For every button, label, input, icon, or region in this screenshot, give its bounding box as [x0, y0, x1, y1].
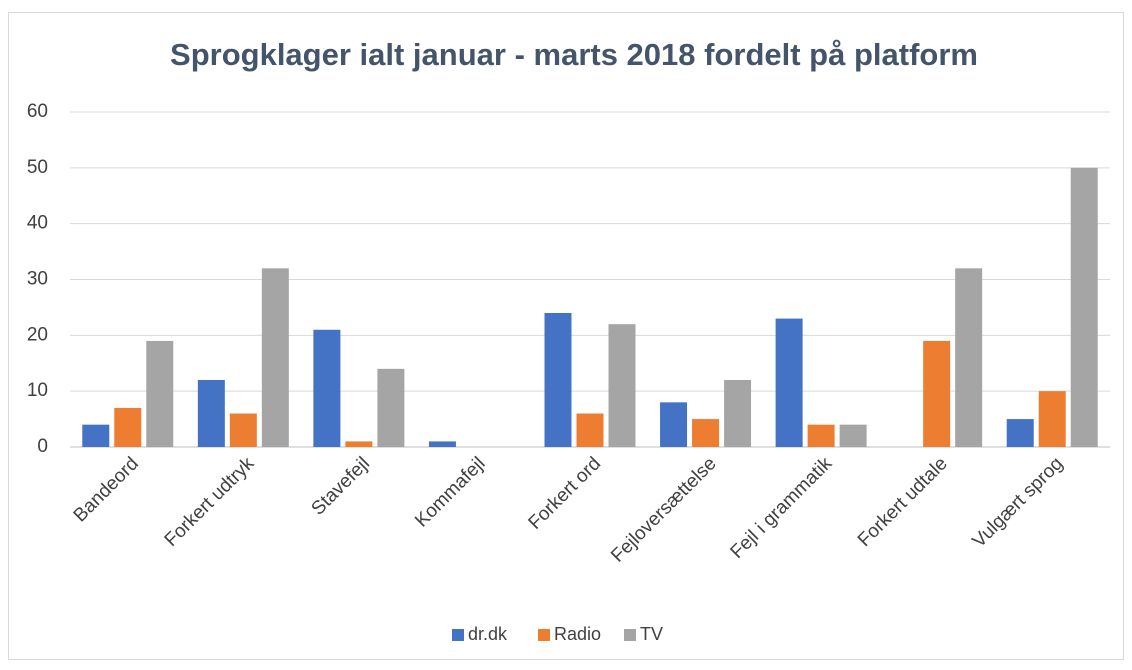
- legend-swatch: [452, 629, 464, 641]
- bar: [1006, 419, 1034, 447]
- bar: [608, 324, 636, 447]
- y-tick-label: 0: [37, 436, 48, 457]
- bar: [576, 413, 604, 447]
- legend-label: dr.dk: [468, 624, 508, 644]
- bar: [313, 329, 341, 447]
- bar: [261, 268, 289, 447]
- chart-title: Sprogklager ialt januar - marts 2018 for…: [170, 37, 978, 72]
- bar: [775, 318, 803, 447]
- bar: [146, 340, 174, 447]
- bar: [345, 441, 373, 447]
- bar: [1038, 391, 1066, 447]
- legend-label: TV: [640, 624, 663, 644]
- bar: [724, 380, 752, 447]
- bar: [229, 413, 257, 447]
- bar: [1070, 167, 1098, 448]
- bar: [807, 424, 835, 447]
- bar: [114, 407, 142, 447]
- legend-label: Radio: [554, 624, 601, 644]
- bar: [955, 268, 983, 447]
- bar: [839, 424, 867, 447]
- bar: [197, 380, 225, 447]
- y-tick-label: 10: [27, 380, 48, 401]
- legend-swatch: [538, 629, 550, 641]
- y-tick-label: 50: [27, 157, 48, 178]
- y-tick-label: 60: [27, 101, 48, 122]
- bar: [660, 402, 688, 447]
- bar: [82, 424, 110, 447]
- bar: [377, 368, 405, 447]
- y-tick-label: 40: [27, 213, 48, 234]
- y-tick-label: 20: [27, 324, 48, 345]
- bar: [544, 313, 572, 447]
- bar: [692, 419, 720, 447]
- bar: [923, 340, 951, 447]
- legend-swatch: [624, 629, 636, 641]
- bar: [428, 441, 456, 447]
- y-tick-label: 30: [27, 269, 48, 290]
